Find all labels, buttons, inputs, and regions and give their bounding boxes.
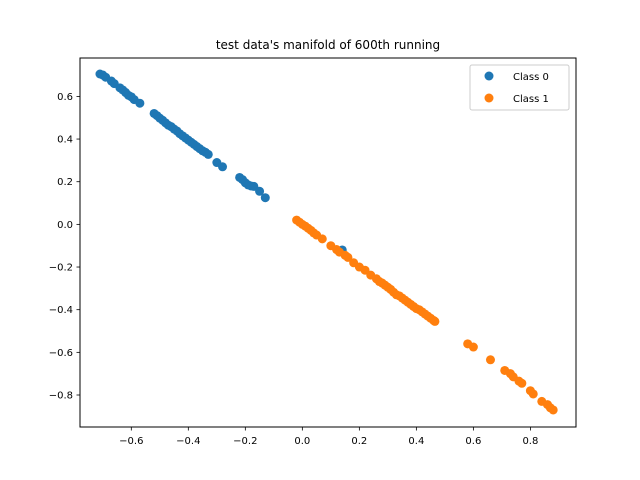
point-class-1	[485, 355, 495, 365]
point-class-1	[517, 378, 527, 388]
point-class-1	[430, 316, 440, 326]
legend-marker-class-1	[484, 93, 494, 103]
legend-label-class-1: Class 1	[513, 94, 549, 105]
x-tick-label: 0.6	[465, 436, 481, 447]
point-class-1	[343, 252, 353, 262]
y-tick-label: 0.4	[57, 135, 73, 146]
legend: Class 0 Class 1	[469, 64, 570, 111]
x-tick-label: −0.4	[176, 436, 200, 447]
x-tick-label: 0.0	[294, 436, 310, 447]
y-tick-label: −0.8	[49, 391, 73, 402]
x-tick-label: −0.2	[233, 436, 257, 447]
point-class-1	[528, 389, 538, 399]
chart-title: test data's manifold of 600th running	[216, 38, 440, 52]
point-class-0	[135, 98, 145, 108]
legend-box	[469, 64, 570, 111]
point-class-0	[260, 193, 270, 203]
y-tick-label: 0.6	[57, 92, 73, 103]
x-tick-label: −0.6	[119, 436, 143, 447]
y-tick-label: 0.0	[57, 220, 73, 231]
point-class-1	[468, 342, 478, 352]
x-tick-label: 0.2	[351, 436, 367, 447]
x-axis: −0.6 −0.4 −0.2 0.0 0.2 0.4 0.6 0.8	[119, 427, 538, 447]
point-class-0	[218, 162, 228, 172]
point-class-1	[317, 234, 327, 244]
y-tick-label: −0.2	[49, 263, 73, 274]
point-class-0	[255, 186, 265, 196]
y-tick-label: −0.4	[49, 305, 73, 316]
y-tick-label: −0.6	[49, 348, 73, 359]
legend-marker-class-0	[484, 71, 494, 81]
x-tick-label: 0.4	[408, 436, 424, 447]
y-axis: 0.6 0.4 0.2 0.0 −0.2 −0.4 −0.6 −0.8	[49, 92, 80, 402]
x-tick-label: 0.8	[522, 436, 538, 447]
point-class-0	[203, 149, 213, 159]
plot-frame	[79, 57, 577, 428]
y-tick-label: 0.2	[57, 177, 73, 188]
point-class-1	[548, 405, 558, 415]
legend-label-class-0: Class 0	[513, 72, 549, 83]
points-layer	[95, 69, 558, 415]
